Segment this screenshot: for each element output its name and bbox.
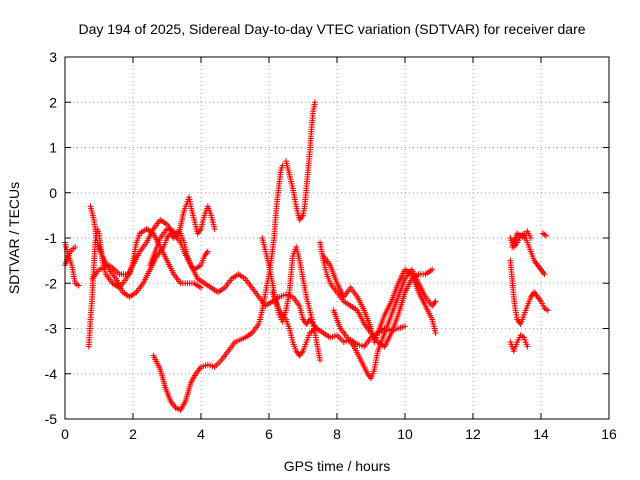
- y-tick-label: 2: [49, 94, 57, 110]
- data-point-series-1: [72, 244, 79, 251]
- data-point-series-17: [543, 232, 550, 239]
- chart-title: Day 194 of 2025, Sidereal Day-to-day VTE…: [78, 21, 585, 37]
- data-point-series-15: [527, 235, 534, 241]
- x-tick-label: 0: [61, 426, 69, 442]
- y-tick-label: 0: [49, 185, 57, 201]
- data-point-series-14: [541, 271, 548, 278]
- x-tick-label: 10: [397, 426, 413, 442]
- data-point-series-8: [311, 99, 318, 106]
- x-tick-label: 12: [465, 426, 481, 442]
- y-tick-label: 3: [49, 49, 57, 65]
- y-tick-label: -1: [45, 230, 58, 246]
- data-point-series-9: [402, 323, 408, 330]
- y-axis-label: SDTVAR / TECUs: [6, 182, 22, 294]
- x-tick-label: 16: [601, 426, 617, 442]
- data-point-series-0: [75, 282, 82, 289]
- x-tick-label: 6: [265, 426, 273, 442]
- x-tick-label: 14: [533, 426, 549, 442]
- y-tick-label: -2: [45, 275, 58, 291]
- x-tick-label: 4: [197, 426, 205, 442]
- y-tick-label: -4: [45, 366, 58, 382]
- plot-frame: [64, 56, 610, 420]
- x-tick-label: 8: [333, 426, 341, 442]
- data-point-series-13: [544, 307, 551, 314]
- y-tick-label: -5: [45, 411, 58, 427]
- x-tick-label: 2: [129, 426, 137, 442]
- x-axis-label: GPS time / hours: [284, 458, 391, 474]
- data-series: [62, 99, 551, 413]
- data-point-series-4: [198, 284, 204, 291]
- data-point-series-16: [524, 343, 531, 350]
- data-point-series-7: [317, 357, 323, 364]
- data-point-series-10: [429, 266, 436, 273]
- y-tick-label: -3: [45, 321, 58, 337]
- data-point-series-12: [432, 298, 439, 305]
- y-tick-label: 1: [49, 140, 57, 156]
- data-point-series-3: [211, 225, 218, 232]
- data-point-series-11: [432, 330, 439, 337]
- data-point-series-5: [204, 248, 211, 255]
